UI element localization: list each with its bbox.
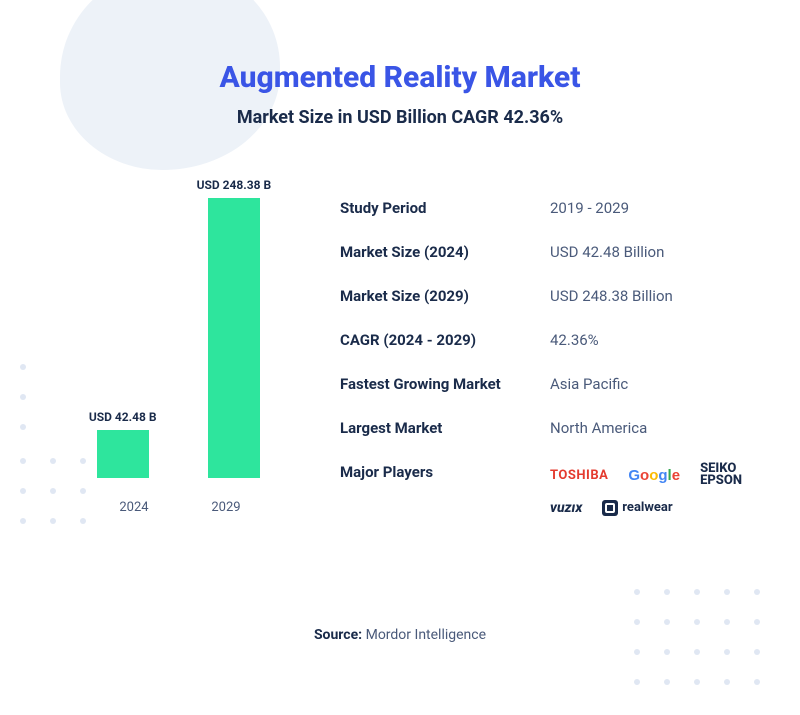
source-value: Mordor Intelligence	[366, 627, 486, 643]
realwear-icon	[602, 500, 618, 516]
x-axis-labels: 2024 2029	[50, 500, 310, 515]
table-row: Study Period2019 - 2029	[340, 186, 750, 230]
row-value: North America	[550, 419, 750, 437]
row-value: USD 248.38 Billion	[550, 287, 750, 305]
source-label: Source:	[314, 627, 362, 643]
logo-toshiba: TOSHIBA	[550, 468, 608, 483]
row-value: 2019 - 2029	[550, 199, 750, 217]
row-label: CAGR (2024 - 2029)	[340, 331, 550, 349]
content-row: USD 42.48 B USD 248.38 B 2024 2029 Study…	[50, 178, 750, 529]
row-label: Market Size (2024)	[340, 243, 550, 261]
table-row-players: Major Players TOSHIBA Google SEIKOEPSON …	[340, 450, 750, 529]
row-label: Study Period	[340, 199, 550, 217]
bar-group-2024: USD 42.48 B	[89, 178, 157, 478]
x-label-2024: 2024	[108, 500, 160, 515]
page-title: Augmented Reality Market	[50, 60, 750, 95]
major-players-logos: TOSHIBA Google SEIKOEPSON vuzıx realwear	[550, 463, 750, 516]
bars-container: USD 42.48 B USD 248.38 B	[50, 178, 310, 478]
infographic-container: Augmented Reality Market Market Size in …	[0, 0, 800, 529]
logo-google: Google	[628, 467, 680, 484]
bar-value-label: USD 248.38 B	[197, 178, 272, 192]
row-value: USD 42.48 Billion	[550, 243, 750, 261]
logo-seiko-epson: SEIKOEPSON	[700, 463, 742, 488]
row-value: Asia Pacific	[550, 375, 750, 393]
realwear-text: realwear	[622, 500, 672, 515]
table-row: Market Size (2029)USD 248.38 Billion	[340, 274, 750, 318]
bar-chart: USD 42.48 B USD 248.38 B 2024 2029	[50, 178, 310, 515]
page-subtitle: Market Size in USD Billion CAGR 42.36%	[50, 107, 750, 128]
table-row: Market Size (2024)USD 42.48 Billion	[340, 230, 750, 274]
row-label: Major Players	[340, 463, 550, 481]
table-row: Largest MarketNorth America	[340, 406, 750, 450]
table-row: Fastest Growing MarketAsia Pacific	[340, 362, 750, 406]
bar-group-2029: USD 248.38 B	[197, 178, 272, 478]
row-label: Market Size (2029)	[340, 287, 550, 305]
seiko-line2: EPSON	[700, 473, 742, 488]
logo-vuzix: vuzıx	[550, 500, 582, 516]
x-label-2029: 2029	[200, 500, 252, 515]
bar-2029	[208, 198, 260, 478]
bar-2024	[97, 430, 149, 478]
row-value: 42.36%	[550, 331, 750, 349]
source-line: Source: Mordor Intelligence	[0, 627, 800, 643]
row-label: Largest Market	[340, 419, 550, 437]
details-table: Study Period2019 - 2029 Market Size (202…	[340, 178, 750, 529]
bar-value-label: USD 42.48 B	[89, 410, 157, 424]
logo-realwear: realwear	[602, 500, 672, 516]
table-row: CAGR (2024 - 2029)42.36%	[340, 318, 750, 362]
row-label: Fastest Growing Market	[340, 375, 550, 393]
